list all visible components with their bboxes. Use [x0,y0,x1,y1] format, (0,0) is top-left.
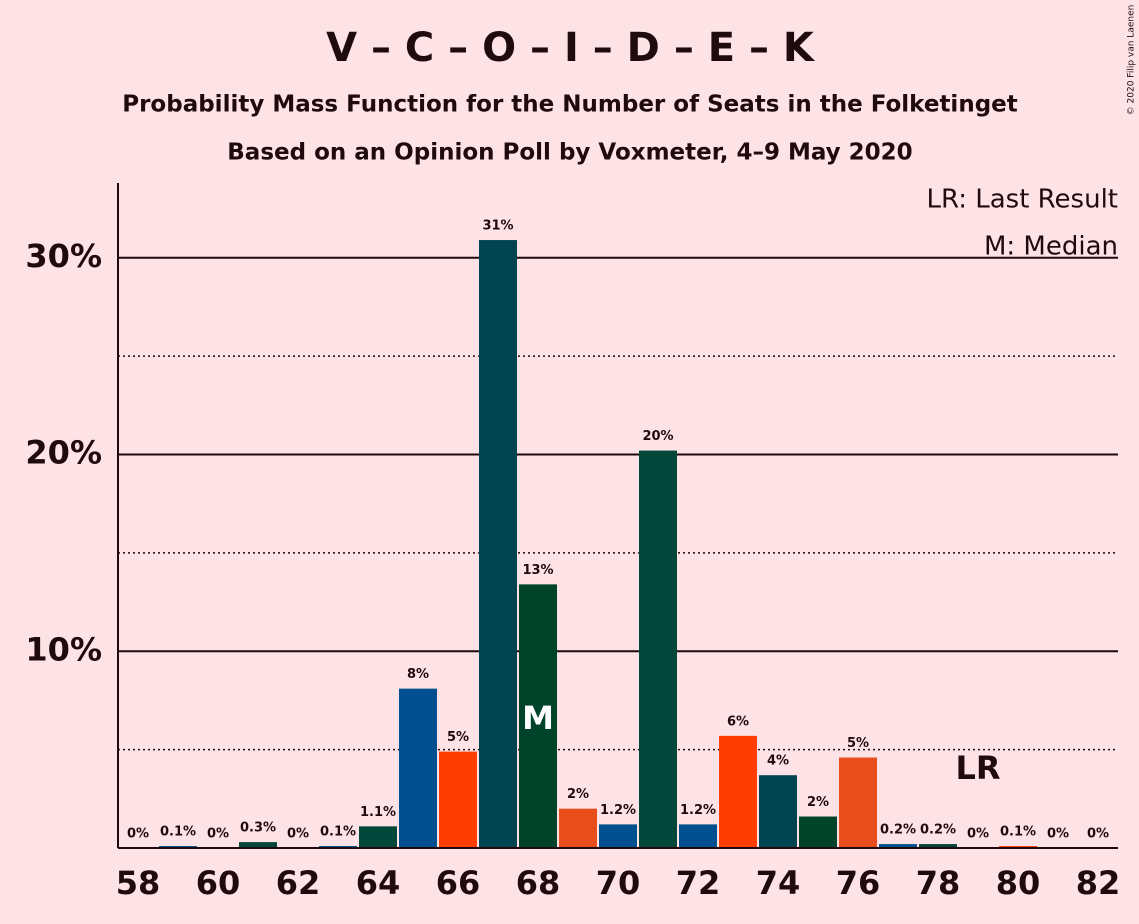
value-label: 0% [127,827,149,842]
y-tick-label: 10% [25,630,102,668]
x-tick-label: 74 [756,864,801,902]
x-tick-label: 66 [436,864,481,902]
last-result-marker: LR [955,749,1000,787]
value-label: 1.2% [680,803,716,818]
value-label: 0% [207,827,229,842]
median-marker: M [522,699,554,737]
bar [559,808,597,848]
x-tick-label: 64 [356,864,401,902]
value-label: 2% [807,795,829,810]
x-tick-label: 70 [596,864,641,902]
value-label: 0.2% [880,823,916,838]
value-label: 0.1% [1000,825,1036,840]
x-tick-label: 78 [916,864,961,902]
x-tick-label: 62 [276,864,321,902]
value-label: 2% [567,787,589,802]
bar [879,844,917,848]
x-tick-label: 80 [996,864,1041,902]
value-label: 0.3% [240,821,276,836]
bar [919,844,957,848]
value-label: 5% [847,736,869,751]
value-label: 20% [642,429,673,444]
bar [439,751,477,848]
value-label: 1.1% [360,805,396,820]
value-label: 0% [287,827,309,842]
value-label: 8% [407,667,429,682]
bar [839,757,877,848]
bar [639,450,677,848]
x-tick-label: 72 [676,864,721,902]
legend-entry: M: Median [984,232,1118,262]
x-tick-label: 76 [836,864,881,902]
value-label: 31% [482,219,513,234]
copyright: © 2020 Filip van Laenen [1127,5,1137,116]
x-tick-label: 68 [516,864,561,902]
chart-title: V – C – O – I – D – E – K [326,25,816,71]
bar [719,735,757,848]
value-label: 5% [447,730,469,745]
x-tick-label: 82 [1076,864,1121,902]
bar [479,240,517,848]
value-label: 13% [522,563,553,578]
value-label: 0% [1087,827,1109,842]
bar [599,824,637,848]
bar [359,826,397,848]
value-label: 1.2% [600,803,636,818]
value-label: 0.1% [320,825,356,840]
value-label: 0% [1047,827,1069,842]
chart-subtitle: Based on an Opinion Poll by Voxmeter, 4–… [227,140,912,166]
value-label: 6% [727,714,749,729]
bar [679,824,717,848]
x-tick-label: 58 [116,864,161,902]
bar [759,775,797,848]
value-label: 0.1% [160,825,196,840]
value-label: 4% [767,754,789,769]
chart-subtitle: Probability Mass Function for the Number… [122,92,1018,118]
y-tick-label: 30% [25,237,102,275]
bar [799,816,837,848]
value-label: 0.2% [920,823,956,838]
x-tick-label: 60 [196,864,241,902]
bar [519,584,557,848]
bar [239,842,277,848]
value-label: 0% [967,827,989,842]
y-tick-label: 20% [25,434,102,472]
legend-entry: LR: Last Result [926,185,1118,215]
bar [399,688,437,848]
